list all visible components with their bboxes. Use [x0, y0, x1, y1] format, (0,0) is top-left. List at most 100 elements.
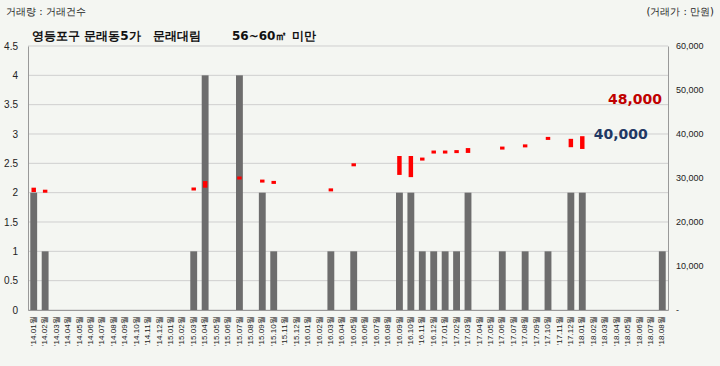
tick-label: '16.09월	[395, 316, 404, 346]
bar	[270, 251, 277, 310]
tick-label: '17.03월	[463, 316, 472, 346]
tick: 60,000	[668, 41, 704, 51]
tick: '15.07월	[235, 310, 244, 346]
bar	[99, 310, 106, 311]
axis-line	[28, 47, 29, 311]
bar	[602, 310, 609, 311]
tick-label: '16.04월	[337, 316, 346, 346]
bar	[373, 310, 380, 311]
title: 영등포구 문래동5가 문래대림	[32, 29, 201, 43]
tick: '15.02월	[177, 310, 186, 346]
tick-label: 2.5	[4, 158, 18, 169]
tick: '15.03월	[189, 310, 198, 346]
bar	[316, 310, 323, 311]
tick: '16.04월	[337, 310, 346, 346]
tick-label: '14.06월	[86, 316, 95, 346]
tick: 10,000	[668, 261, 704, 271]
tick: 20,000	[668, 217, 704, 227]
tick-label: '18.03월	[600, 316, 609, 346]
tick: '17.01월	[440, 310, 449, 346]
bar	[430, 251, 437, 310]
tick: '17.12월	[566, 310, 575, 346]
tick-label: '14.08월	[109, 316, 118, 346]
tick-label: 1.5	[4, 217, 18, 228]
tick: '16.02월	[315, 310, 324, 346]
bar	[590, 310, 597, 311]
tick-label: 60,000	[676, 41, 704, 51]
bar	[533, 310, 540, 311]
bar	[327, 251, 334, 310]
bar	[122, 310, 129, 311]
tick: '18.03월	[600, 310, 609, 346]
grid-line	[28, 163, 668, 164]
tick: 2	[12, 187, 28, 198]
tick-label: '17.12월	[566, 316, 575, 346]
tick: '14.04월	[63, 310, 72, 346]
bar	[53, 310, 60, 311]
bar	[636, 310, 643, 311]
bar	[545, 251, 552, 310]
tick: '17.05월	[486, 310, 495, 346]
tick-label: '15.02월	[177, 316, 186, 346]
price-point	[523, 144, 527, 147]
bar	[110, 310, 117, 311]
y2-axis: -10,00020,00030,00040,00050,00060,000	[668, 41, 704, 315]
tick-label: '14.01월	[29, 316, 38, 346]
tick: '14.01월	[29, 310, 38, 346]
tick: '14.08월	[109, 310, 118, 346]
tick: '18.06월	[635, 310, 644, 346]
price-point	[237, 177, 241, 180]
bar	[579, 193, 586, 310]
tick-label: '17.01월	[440, 316, 449, 346]
price-point	[443, 151, 447, 154]
tick: '14.11월	[143, 310, 152, 345]
bar	[522, 251, 529, 310]
annotation: 40,000	[594, 126, 648, 142]
price-range	[31, 188, 35, 192]
tick-label: '16.07월	[372, 316, 381, 346]
tick-label: '18.02월	[589, 316, 598, 346]
tick: 30,000	[668, 173, 704, 183]
tick: '14.10월	[132, 310, 141, 346]
tick-label: '16.01월	[303, 316, 312, 346]
tick: '15.11월	[280, 310, 289, 345]
tick: '18.08월	[657, 310, 666, 346]
bar	[625, 310, 632, 311]
tick-label: '15.09월	[257, 316, 266, 346]
tick: '16.06월	[360, 310, 369, 346]
bar	[190, 251, 197, 310]
price-range	[466, 148, 470, 153]
tick: 1.5	[4, 217, 28, 228]
price-point	[500, 147, 504, 150]
bar	[407, 193, 414, 310]
tick: '15.10월	[269, 310, 278, 346]
tick: '17.04월	[475, 310, 484, 346]
price-point	[260, 180, 264, 183]
price-point	[454, 150, 458, 153]
tick-label: '17.04월	[475, 316, 484, 346]
tick-label: '18.08월	[657, 316, 666, 346]
tick: 3	[12, 129, 28, 140]
tick: '15.05월	[212, 310, 221, 346]
bar	[76, 310, 83, 311]
tick-label: 40,000	[676, 129, 704, 139]
tick: '15.09월	[257, 310, 266, 346]
tick-label: '15.07월	[235, 316, 244, 346]
tick-label: 1	[12, 246, 18, 257]
tick: 4.5	[4, 41, 28, 52]
bar	[87, 310, 94, 311]
tick-label: '14.07월	[97, 316, 106, 346]
tick: '14.05월	[75, 310, 84, 346]
bar	[419, 251, 426, 310]
bar	[133, 310, 140, 311]
grid-line	[28, 46, 668, 47]
tick-label: '15.04월	[200, 316, 209, 346]
bar-series	[30, 75, 665, 310]
tick-label: '14.04월	[63, 316, 72, 346]
tick-label: '16.08월	[383, 316, 392, 346]
tick: '14.02월	[40, 310, 49, 346]
tick: '16.03월	[326, 310, 335, 346]
bar	[65, 310, 72, 311]
tick-label: '14.11월	[143, 316, 152, 345]
tick-label: '16.05월	[349, 316, 358, 346]
